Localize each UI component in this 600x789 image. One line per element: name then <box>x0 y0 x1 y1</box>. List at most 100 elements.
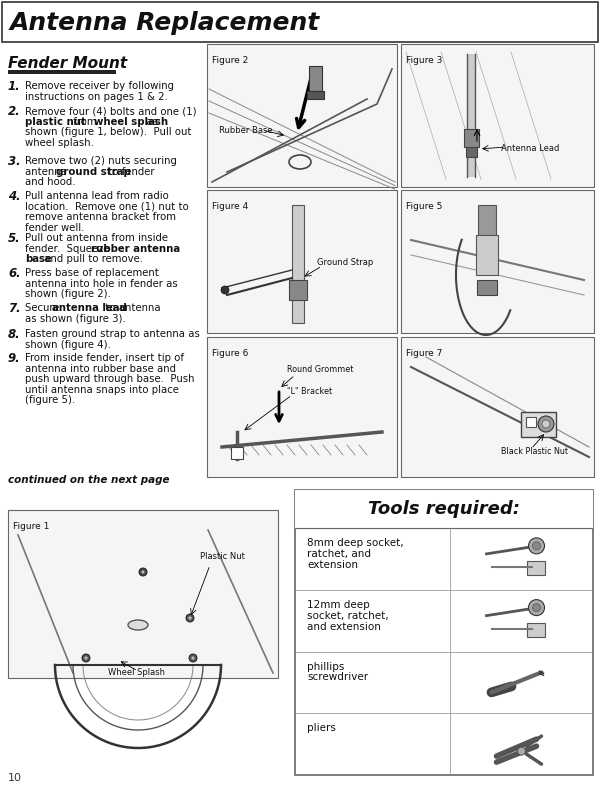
Circle shape <box>517 747 526 755</box>
Text: "L" Bracket: "L" Bracket <box>287 387 332 396</box>
Text: Antenna Replacement: Antenna Replacement <box>10 11 320 35</box>
Bar <box>527 561 545 575</box>
Text: Remove two (2) nuts securing: Remove two (2) nuts securing <box>25 156 177 166</box>
Text: 12mm deep: 12mm deep <box>307 600 370 610</box>
Text: plastic nut: plastic nut <box>25 117 86 126</box>
Text: base: base <box>25 254 52 264</box>
Bar <box>307 91 324 99</box>
Text: 4.: 4. <box>8 190 20 203</box>
Bar <box>295 490 593 775</box>
Text: shown (figure 2).: shown (figure 2). <box>25 289 111 299</box>
Bar <box>231 447 243 459</box>
Text: 3.: 3. <box>8 155 20 168</box>
Text: and extension: and extension <box>307 622 381 632</box>
Circle shape <box>191 656 194 660</box>
Circle shape <box>533 542 541 550</box>
Bar <box>292 205 304 323</box>
Text: Black Plastic Nut: Black Plastic Nut <box>501 447 568 456</box>
Text: Secure: Secure <box>25 303 62 313</box>
Text: Figure 2: Figure 2 <box>212 56 248 65</box>
Bar <box>8 510 278 678</box>
Text: Figure 1: Figure 1 <box>13 522 49 531</box>
Text: Press base of replacement: Press base of replacement <box>25 268 159 278</box>
Bar <box>207 337 397 477</box>
Text: remove antenna bracket from: remove antenna bracket from <box>25 212 176 222</box>
Text: Remove receiver by following: Remove receiver by following <box>25 81 174 91</box>
Bar <box>476 235 498 275</box>
Bar <box>401 190 594 333</box>
Bar <box>401 337 594 477</box>
Text: as: as <box>143 117 158 126</box>
Text: From inside fender, insert tip of: From inside fender, insert tip of <box>25 353 184 363</box>
Text: 10: 10 <box>8 773 22 783</box>
Text: Fasten ground strap to antenna as: Fasten ground strap to antenna as <box>25 329 200 339</box>
Text: 9.: 9. <box>8 352 20 365</box>
Ellipse shape <box>128 620 148 630</box>
Bar <box>478 205 496 235</box>
Text: shown (figure 4).: shown (figure 4). <box>25 339 111 350</box>
Text: push upward through base.  Push: push upward through base. Push <box>25 374 194 384</box>
Text: pliers: pliers <box>307 724 336 733</box>
Bar <box>467 54 476 177</box>
Circle shape <box>538 416 554 432</box>
Bar <box>8 70 116 74</box>
Text: Ground Strap: Ground Strap <box>317 258 373 267</box>
Bar <box>526 417 536 427</box>
Text: fender well.: fender well. <box>25 222 85 233</box>
Text: 8mm deep socket,: 8mm deep socket, <box>307 538 404 548</box>
Text: Pull out antenna from inside: Pull out antenna from inside <box>25 233 168 243</box>
Circle shape <box>189 654 197 662</box>
Text: antenna into rubber base and: antenna into rubber base and <box>25 364 176 373</box>
Circle shape <box>186 614 194 622</box>
Text: Figure 5: Figure 5 <box>406 202 442 211</box>
Text: wheel splash.: wheel splash. <box>25 137 94 148</box>
Text: Wheel Splash: Wheel Splash <box>108 668 165 677</box>
Text: Antenna Lead: Antenna Lead <box>501 144 559 153</box>
Circle shape <box>533 604 541 611</box>
Text: (figure 5).: (figure 5). <box>25 395 75 405</box>
Text: location.  Remove one (1) nut to: location. Remove one (1) nut to <box>25 201 189 211</box>
Text: to fender: to fender <box>106 166 155 177</box>
Text: instructions on pages 1 & 2.: instructions on pages 1 & 2. <box>25 92 168 102</box>
Text: antenna: antenna <box>25 166 70 177</box>
Text: to antenna: to antenna <box>101 303 160 313</box>
Text: until antenna snaps into place: until antenna snaps into place <box>25 384 179 394</box>
Text: Remove four (4) bolts and one (1): Remove four (4) bolts and one (1) <box>25 106 197 116</box>
Text: 7.: 7. <box>8 302 20 315</box>
Text: Figure 4: Figure 4 <box>212 202 248 211</box>
Text: shown (figure 1, below).  Pull out: shown (figure 1, below). Pull out <box>25 127 191 137</box>
Circle shape <box>139 568 147 576</box>
Circle shape <box>529 600 545 615</box>
Circle shape <box>529 538 545 554</box>
Bar <box>401 44 594 187</box>
Bar <box>521 412 556 437</box>
Text: rubber antenna: rubber antenna <box>91 244 181 253</box>
Text: ground strap: ground strap <box>56 166 131 177</box>
Bar <box>207 44 397 187</box>
Text: Figure 3: Figure 3 <box>406 56 442 65</box>
Text: Round Grommet: Round Grommet <box>287 365 353 374</box>
Text: socket, ratchet,: socket, ratchet, <box>307 611 389 621</box>
Bar <box>527 623 545 637</box>
Circle shape <box>221 286 229 294</box>
Text: 5.: 5. <box>8 232 20 245</box>
Circle shape <box>188 616 191 619</box>
Text: 8.: 8. <box>8 328 20 341</box>
Bar <box>464 129 479 147</box>
Text: continued on the next page: continued on the next page <box>8 475 170 485</box>
Text: Fender Mount: Fender Mount <box>8 56 127 71</box>
Bar <box>466 147 477 157</box>
Text: ratchet, and: ratchet, and <box>307 549 371 559</box>
Text: Figure 7: Figure 7 <box>406 349 442 358</box>
Text: Rubber Base: Rubber Base <box>219 126 272 135</box>
Bar <box>2 2 598 42</box>
Bar <box>207 190 397 333</box>
Text: 6.: 6. <box>8 267 20 280</box>
Text: as shown (figure 3).: as shown (figure 3). <box>25 313 126 323</box>
Text: wheel splash: wheel splash <box>94 117 167 126</box>
Bar <box>309 66 322 91</box>
Text: screwdriver: screwdriver <box>307 672 368 682</box>
Text: Plastic Nut: Plastic Nut <box>200 552 245 561</box>
Text: and hood.: and hood. <box>25 177 76 187</box>
Bar <box>295 490 593 528</box>
